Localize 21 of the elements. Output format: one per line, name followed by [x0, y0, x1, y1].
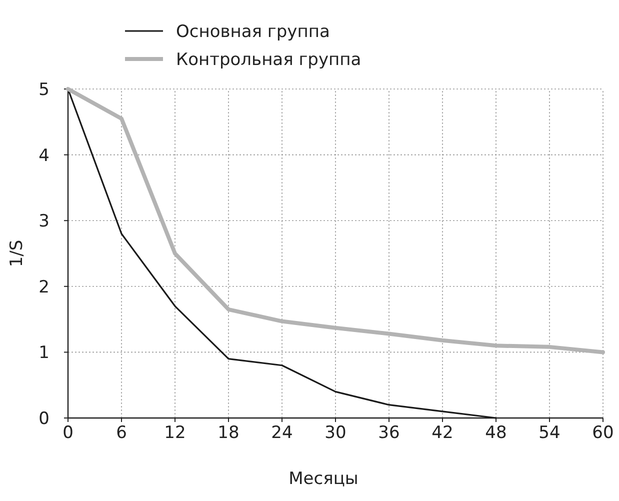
x-tick-label: 42 — [432, 423, 454, 443]
y-tick-label: 3 — [38, 212, 50, 232]
x-tick-label: 60 — [592, 423, 614, 443]
y-tick-label: 4 — [38, 146, 50, 166]
x-tick-label: 18 — [218, 423, 240, 443]
x-tick-label: 6 — [116, 423, 127, 443]
y-tick-label: 0 — [38, 409, 50, 429]
y-axis-title: 1/S — [7, 240, 27, 268]
y-tick-label: 5 — [38, 80, 50, 100]
x-tick-label: 48 — [485, 423, 507, 443]
x-tick-label: 0 — [62, 423, 74, 443]
y-tick-label: 2 — [38, 277, 50, 298]
x-tick-label: 36 — [378, 423, 400, 443]
y-tick-label: 1 — [38, 343, 50, 364]
x-tick-label: 54 — [538, 423, 560, 443]
legend-label: Контрольная группа — [176, 50, 362, 70]
x-axis-title: Месяцы — [288, 469, 358, 489]
x-tick-label: 12 — [164, 423, 186, 443]
x-tick-label: 30 — [324, 423, 346, 443]
legend-label: Основная группа — [176, 22, 330, 42]
x-tick-label: 24 — [271, 423, 293, 443]
